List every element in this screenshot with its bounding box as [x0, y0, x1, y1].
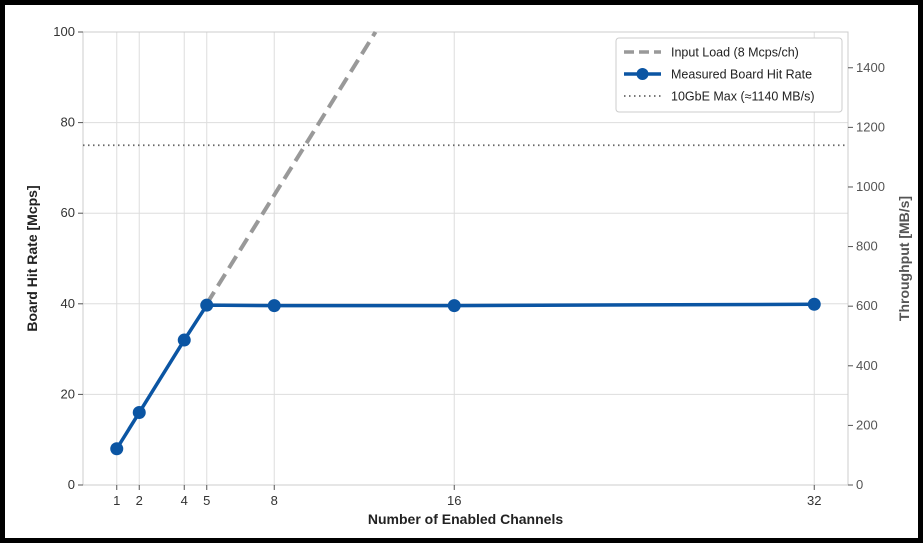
x-tick-label: 8: [271, 493, 278, 508]
x-tick-label: 16: [447, 493, 461, 508]
y-tick-label: 60: [61, 205, 75, 220]
y-tick-label: 20: [61, 386, 75, 401]
y2-tick-label: 1200: [856, 119, 885, 134]
legend-marker-measured: [636, 68, 649, 80]
plot-area-border: [82, 31, 849, 486]
y-tick-label: 40: [61, 296, 75, 311]
y-tick-label: 100: [53, 24, 75, 39]
data-point-measured: [200, 298, 214, 312]
y2-axis-label: Throughput [MB/s]: [896, 196, 912, 321]
data-point-measured: [132, 406, 146, 420]
x-tick-label: 4: [181, 493, 188, 508]
series-line-input-load: [205, 30, 378, 305]
legend-box: [615, 37, 843, 113]
y-tick-label: 80: [61, 115, 75, 130]
y2-tick-label: 1000: [856, 179, 885, 194]
legend-label: Measured Board Hit Rate: [671, 68, 812, 82]
x-tick-label: 2: [136, 493, 143, 508]
data-point-measured: [447, 299, 461, 313]
data-point-measured: [110, 442, 124, 456]
data-point-measured: [177, 333, 191, 347]
y2-tick-label: 0: [856, 477, 863, 492]
series-line-measured: [115, 302, 815, 450]
x-axis-label: Number of Enabled Channels: [368, 511, 563, 527]
y2-tick-label: 600: [856, 298, 878, 313]
x-tick-label: 5: [203, 493, 210, 508]
legend-label: Input Load (8 Mcps/ch): [671, 46, 799, 60]
x-tick-label: 1: [113, 493, 120, 508]
y2-tick-label: 800: [856, 239, 878, 254]
x-tick-label: 32: [807, 493, 821, 508]
y-axis-label: Board Hit Rate [Mcps]: [24, 185, 40, 331]
data-point-measured: [807, 297, 821, 311]
legend-label: 10GbE Max (≈1140 MB/s): [671, 90, 815, 104]
y2-tick-label: 400: [856, 358, 878, 373]
series-layer: [83, 30, 848, 456]
y-tick-label: 0: [68, 477, 75, 492]
y2-tick-label: 200: [856, 417, 878, 432]
legend: Input Load (8 Mcps/ch) Measured Board Hit…: [615, 37, 843, 113]
y2-tick-label: 1400: [856, 60, 885, 75]
data-point-measured: [267, 299, 281, 313]
chart-frame: 0 20 40 60 80 100 0 200 400 600 800 1000 1200 1400 1 2 4…: [5, 5, 918, 538]
